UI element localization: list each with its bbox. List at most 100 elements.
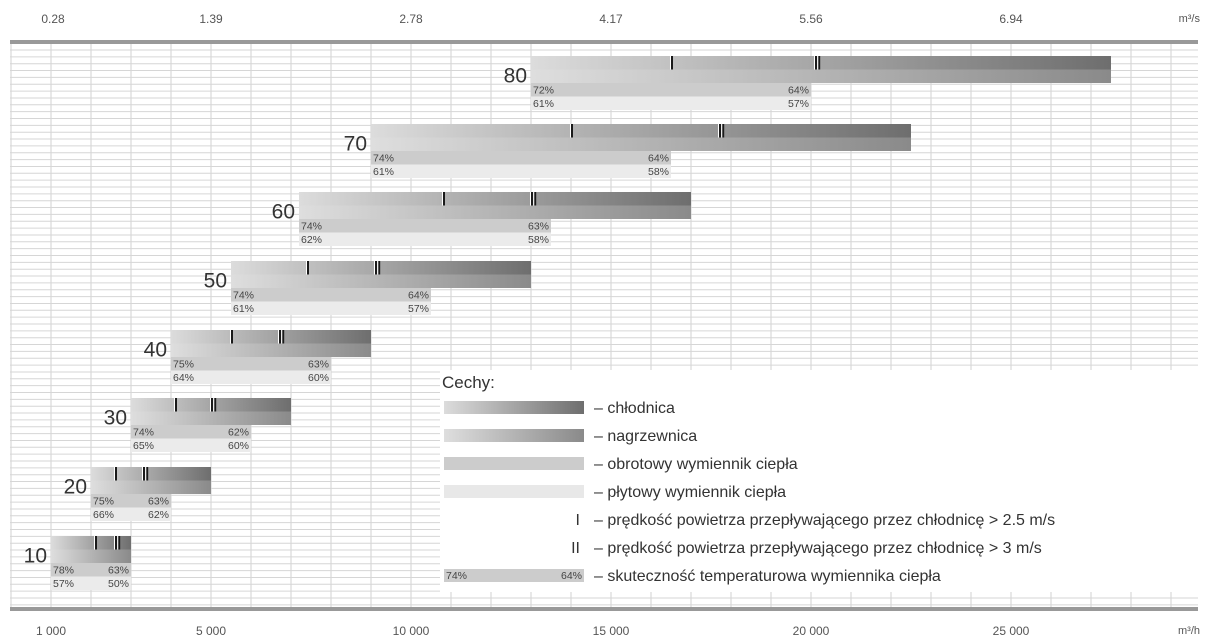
- legend-text-obrotowy: – obrotowy wymiennik ciepła: [594, 456, 798, 473]
- x-axis-unit-top: m³/s: [1179, 13, 1201, 25]
- size-group-10: 1078% 63%57% 50%: [24, 536, 131, 590]
- cooler-bar: [91, 467, 211, 481]
- size-group-60: 6074% 63%62% 58%: [272, 192, 691, 246]
- size-label: 30: [104, 407, 127, 430]
- size-label: 20: [64, 476, 87, 499]
- legend-swatch-rotary: [444, 457, 584, 470]
- x-axis-unit-bottom: m³/h: [1178, 625, 1200, 637]
- speed-marker-edge: [530, 192, 531, 206]
- plate-eff-start: 61%: [233, 303, 254, 315]
- speed-marker-stroke: [211, 398, 213, 412]
- speed-marker-2-5: [114, 467, 117, 481]
- bottom-axis-line: [10, 607, 1198, 611]
- rotary-eff-end: 63%: [108, 565, 129, 577]
- x-tick-label-bottom: 15 000: [593, 624, 630, 638]
- speed-marker-edge: [145, 467, 146, 481]
- legend-text-speed_3: – prędkość powietrza przepływającego prz…: [594, 540, 1042, 557]
- x-tick-label-bottom: 1 000: [36, 624, 66, 638]
- size-group-50: 50 74% 64% 61% 57%: [204, 261, 531, 315]
- plate-eff-end: 62%: [148, 509, 169, 521]
- x-tick-label-top: 0.28: [41, 12, 65, 26]
- cooler-bar: [231, 261, 531, 275]
- cooler-bar: [371, 124, 911, 138]
- rotary-eff-end: 63%: [308, 359, 329, 371]
- rotary-exchanger-bar: [299, 219, 551, 233]
- speed-marker-2-5: [570, 124, 573, 138]
- speed-marker-stroke: [378, 261, 380, 275]
- heater-bar: [91, 481, 211, 495]
- rotary-eff-start: 75%: [93, 496, 114, 508]
- size-label: 10: [24, 545, 47, 568]
- speed-marker-edge: [814, 56, 815, 70]
- top-axis-line: [10, 40, 1198, 44]
- legend-text-plytowy: – płytowy wymiennik ciepła: [594, 484, 786, 501]
- speed-marker-stroke: [175, 398, 177, 412]
- speed-marker-edge: [210, 398, 211, 412]
- rotary-eff-end: 64%: [788, 85, 809, 97]
- rotary-eff-start: 74%: [301, 221, 322, 233]
- speed-marker-edge: [377, 261, 378, 275]
- speed-marker-stroke: [722, 124, 724, 138]
- x-tick-label-top: 6.94: [999, 12, 1023, 26]
- heater-bar: [51, 550, 131, 564]
- speed-marker-stroke: [571, 124, 573, 138]
- legend-eff-end: 64%: [561, 570, 582, 582]
- plate-eff-start: 64%: [173, 372, 194, 384]
- rotary-eff-start: 74%: [233, 290, 254, 302]
- x-tick-label-top: 4.17: [599, 12, 623, 26]
- heater-bar: [231, 275, 531, 289]
- rotary-exchanger-bar: [231, 288, 431, 302]
- speed-marker-stroke: [815, 56, 817, 70]
- speed-marker-edge: [817, 56, 818, 70]
- legend-eff-start: 74%: [446, 570, 467, 582]
- rotary-exchanger-bar: [371, 151, 671, 165]
- plate-eff-end: 57%: [788, 98, 809, 110]
- speed-marker-stroke: [671, 56, 673, 70]
- legend-text-nagrzewnica: – nagrzewnica: [594, 428, 697, 445]
- speed-marker-stroke: [279, 330, 281, 344]
- plate-eff-end: 60%: [228, 440, 249, 452]
- speed-marker-stroke: [307, 261, 309, 275]
- heater-bar: [371, 138, 911, 152]
- plate-eff-start: 66%: [93, 509, 114, 521]
- x-tick-label-top: 1.39: [199, 12, 223, 26]
- speed-marker-edge: [281, 330, 282, 344]
- speed-marker-stroke: [146, 467, 148, 481]
- rotary-eff-end: 64%: [648, 153, 669, 165]
- speed-marker-2-5: [670, 56, 673, 70]
- plate-eff-end: 58%: [528, 234, 549, 246]
- speed-marker-edge: [374, 261, 375, 275]
- speed-marker-stroke: [95, 536, 97, 550]
- plate-eff-end: 57%: [408, 303, 429, 315]
- speed-marker-edge: [278, 330, 279, 344]
- size-label: 70: [344, 133, 367, 156]
- plate-eff-start: 61%: [373, 166, 394, 178]
- size-group-80: 8072% 64%61% 57%: [504, 56, 1111, 110]
- speed-marker-stroke: [118, 536, 120, 550]
- legend-swatch-plate: [444, 485, 584, 498]
- heater-bar: [171, 344, 371, 358]
- speed-marker-edge: [306, 261, 307, 275]
- speed-marker-edge: [174, 398, 175, 412]
- speed-marker-stroke: [818, 56, 820, 70]
- size-label: 80: [504, 65, 527, 88]
- rotary-eff-end: 62%: [228, 427, 249, 439]
- speed-marker-stroke: [115, 467, 117, 481]
- plate-eff-start: 57%: [53, 578, 74, 590]
- speed-marker-stroke: [143, 467, 145, 481]
- legend-mark-speed_3: II: [571, 540, 580, 557]
- size-label: 50: [204, 270, 227, 293]
- heater-bar: [531, 70, 1111, 84]
- speed-marker-edge: [670, 56, 671, 70]
- speed-marker-2-5: [442, 192, 445, 206]
- x-tick-label-bottom: 10 000: [393, 624, 430, 638]
- legend-swatch-cooler: [444, 401, 584, 414]
- plate-eff-end: 58%: [648, 166, 669, 178]
- speed-marker-stroke: [231, 330, 233, 344]
- speed-marker-stroke: [531, 192, 533, 206]
- plate-exchanger-bar: [371, 165, 671, 179]
- speed-marker-stroke: [719, 124, 721, 138]
- speed-marker-edge: [117, 536, 118, 550]
- plate-eff-end: 50%: [108, 578, 129, 590]
